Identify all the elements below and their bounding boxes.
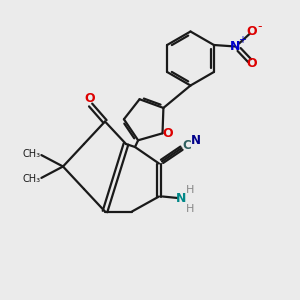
Text: H: H [186, 184, 194, 195]
Text: H: H [186, 203, 194, 214]
Text: CH₃: CH₃ [23, 148, 41, 159]
Text: -: - [257, 20, 262, 33]
Text: O: O [85, 92, 95, 105]
Text: N: N [176, 191, 186, 205]
Text: C: C [182, 139, 191, 152]
Text: O: O [163, 128, 173, 140]
Text: CH₃: CH₃ [23, 174, 41, 184]
Text: N: N [191, 134, 201, 147]
Text: O: O [247, 56, 257, 70]
Text: N: N [230, 40, 241, 53]
Text: +: + [238, 35, 246, 45]
Text: O: O [247, 25, 257, 38]
